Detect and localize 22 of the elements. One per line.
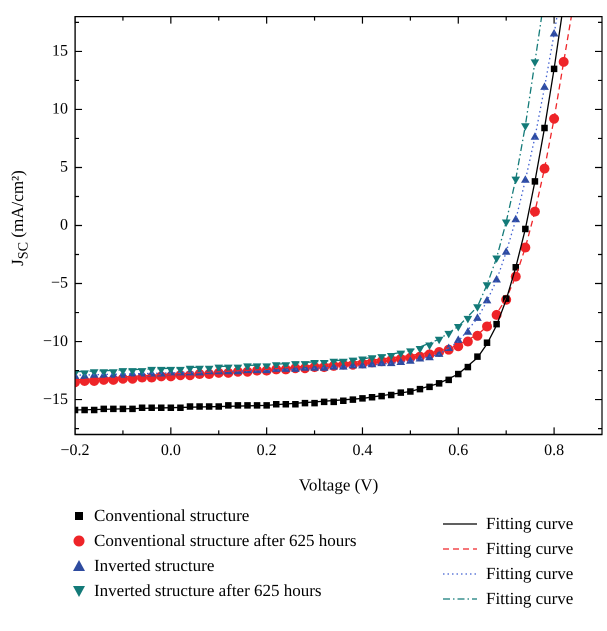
legend-label: Inverted structure [94,556,214,576]
y-tick-label: −15 [42,390,68,408]
y-tick-label: 5 [60,158,68,176]
legend-label: Fitting curve [486,538,574,558]
legend-label: Conventional structure [94,506,250,526]
x-axis-title: Voltage (V) [298,475,378,494]
y-tick-label: −5 [50,274,68,292]
y-tick-label: 15 [52,42,68,60]
y-tick-label: 10 [52,100,68,118]
y-tick-label: −10 [42,332,68,350]
legend-label: Fitting curve [486,588,574,608]
x-tick-label: −0.2 [60,442,90,460]
x-tick-label: 0.2 [256,442,277,460]
legend-label: Conventional structure after 625 hours [94,530,356,550]
legend-label: Fitting curve [486,514,574,534]
x-tick-label: 0.8 [544,442,564,460]
x-tick-label: 0.0 [160,442,181,460]
legend-label: Inverted structure after 625 hours [94,580,322,600]
legend-label: Fitting curve [486,564,574,584]
x-tick-label: 0.4 [352,442,372,460]
y-tick-label: 0 [60,216,68,234]
x-tick-label: 0.6 [448,442,468,460]
